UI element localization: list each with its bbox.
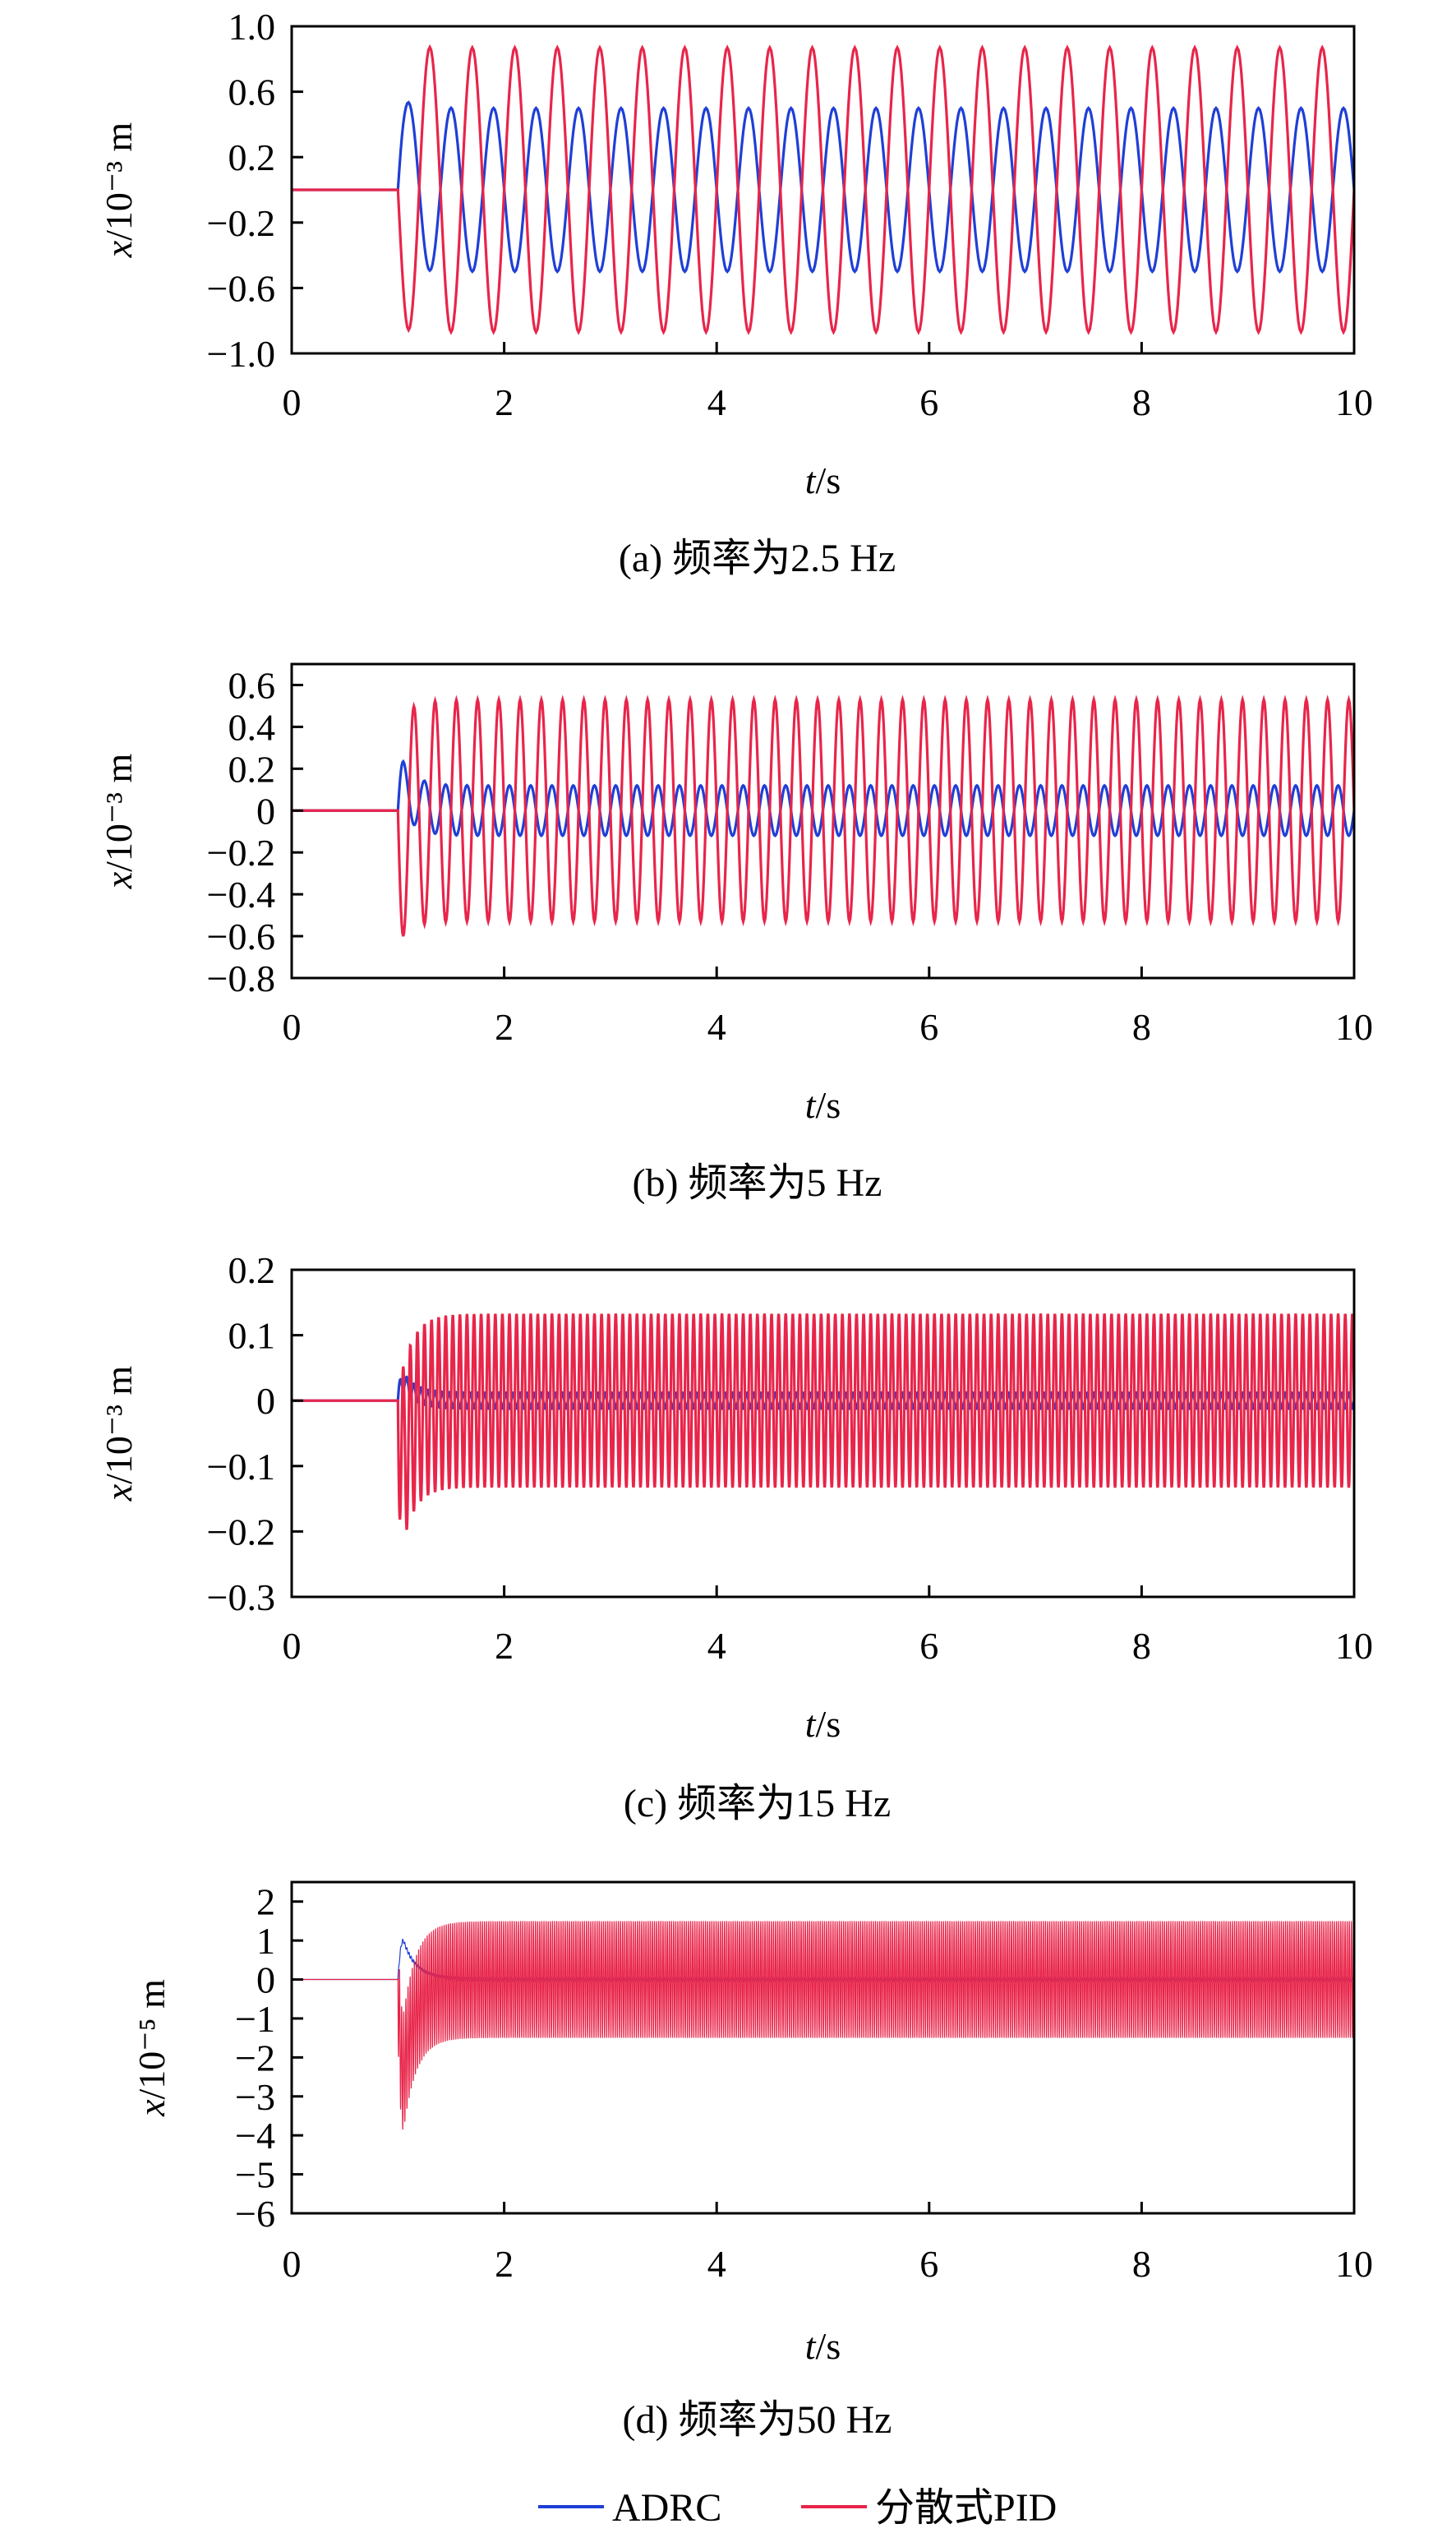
y-axis-label: x/10⁻³ m [98, 122, 140, 259]
plot-frame [290, 1880, 1356, 2215]
legend: ADRC 分散式PID [538, 2486, 1057, 2530]
x-tick-label: 0 [283, 2243, 302, 2285]
plot-frame [290, 662, 1356, 980]
x-tick-label: 6 [919, 381, 938, 423]
series-line-pid [292, 1921, 1354, 2130]
y-tick-label: 1.0 [228, 6, 276, 48]
y-tick-label: −0.4 [207, 874, 275, 916]
x-axis-label: t/s [805, 1703, 841, 1745]
y-tick-label: 0 [256, 790, 275, 832]
y-tick-label: 0.2 [228, 1249, 276, 1291]
x-tick-label: 4 [707, 381, 726, 423]
chart-panel-2: 0 2 4 6 8 10 −0.3 −0.2 −0.1 0 0.1 0.2 t/s x/10⁻³ m (c)… [98, 1249, 1373, 1825]
y-tick-label: 2 [256, 1881, 275, 1923]
x-tick-label: 0 [283, 1625, 302, 1667]
x-axis-label: t/s [805, 1084, 841, 1126]
y-tick-label: −6 [235, 2193, 275, 2235]
x-tick-label: 10 [1335, 2243, 1373, 2285]
y-tick-label: 0.6 [228, 72, 276, 113]
y-tick-label: −0.1 [207, 1446, 275, 1488]
x-tick-label: 0 [283, 381, 302, 423]
y-tick-label: −0.6 [207, 267, 275, 309]
y-tick-label: −4 [235, 2115, 275, 2157]
subfigure-caption: (d) 频率为50 Hz [623, 2398, 892, 2442]
y-axis-label: x/10⁻³ m [98, 754, 140, 890]
y-axis-label: x/10⁻³ m [98, 1366, 140, 1502]
x-tick-label: 4 [707, 2243, 726, 2285]
x-tick-label: 6 [919, 1006, 938, 1048]
y-tick-label: −1.0 [207, 333, 275, 375]
legend-label-adrc: ADRC [612, 2486, 721, 2530]
series-line-pid [292, 694, 1354, 937]
plot-frame [290, 25, 1356, 355]
x-tick-label: 2 [495, 381, 514, 423]
chart-panel-1: 0 2 4 6 8 10−0.8−0.6−0.4−0.200.20.40.6t/sx/10… [98, 662, 1373, 1205]
x-tick-label: 10 [1335, 1006, 1373, 1048]
x-tick-label: 8 [1132, 1006, 1151, 1048]
y-tick-label: −0.2 [207, 202, 275, 244]
plot-frame [290, 1268, 1356, 1599]
x-tick-label: 8 [1132, 2243, 1151, 2285]
legend-label-pid: 分散式PID [875, 2486, 1057, 2530]
y-tick-label: 0 [256, 1959, 275, 2001]
subfigure-caption: (c) 频率为15 Hz [624, 1782, 891, 1825]
x-tick-label: 2 [495, 1006, 514, 1048]
x-tick-label: 4 [707, 1625, 726, 1667]
x-tick-label: 2 [495, 1625, 514, 1667]
x-axis-label: t/s [805, 2325, 841, 2367]
y-tick-label: −2 [235, 2037, 275, 2079]
y-tick-label: 1 [256, 1920, 275, 1962]
y-tick-label: 0.4 [228, 706, 276, 748]
y-tick-label: −0.6 [207, 916, 275, 957]
y-tick-label: −0.8 [207, 957, 275, 999]
x-tick-label: 6 [919, 1625, 938, 1667]
y-tick-label: −0.2 [207, 1511, 275, 1553]
series-line-pid [292, 1313, 1354, 1530]
x-axis-label: t/s [805, 459, 841, 501]
y-tick-label: −0.2 [207, 832, 275, 874]
series-line-pid [292, 44, 1354, 335]
y-tick-label: −0.3 [207, 1576, 275, 1618]
y-axis-label: x/10⁻⁵ m [131, 1979, 173, 2117]
y-tick-label: 0.1 [228, 1315, 276, 1357]
y-tick-label: −3 [235, 2076, 275, 2118]
y-tick-label: 0.6 [228, 664, 276, 706]
x-tick-label: 2 [495, 2243, 514, 2285]
chart-panel-0: 0 2 4 6 8 10 −1.0 −0.6 −0.2 0.2 0.6 1.0 t/s x/10⁻³ m (… [98, 6, 1373, 580]
x-tick-label: 10 [1335, 381, 1373, 423]
subfigure-caption: (a) 频率为2.5 Hz [619, 537, 896, 580]
x-tick-label: 4 [707, 1006, 726, 1048]
y-tick-label: 0.2 [228, 136, 276, 178]
subfigure-caption: (b) 频率为5 Hz [633, 1161, 882, 1205]
x-tick-label: 0 [283, 1006, 302, 1048]
x-tick-label: 8 [1132, 381, 1151, 423]
x-tick-label: 6 [919, 2243, 938, 2285]
x-tick-label: 10 [1335, 1625, 1373, 1667]
x-tick-label: 8 [1132, 1625, 1151, 1667]
y-tick-label: 0.2 [228, 748, 276, 790]
y-tick-label: −5 [235, 2154, 275, 2196]
y-tick-label: 0 [256, 1380, 275, 1422]
y-tick-label: −1 [235, 1998, 275, 2040]
